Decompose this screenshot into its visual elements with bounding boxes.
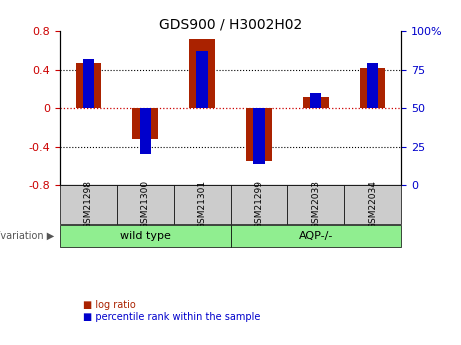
Bar	[303, 97, 329, 108]
Bar	[246, 108, 272, 161]
FancyBboxPatch shape	[60, 185, 117, 224]
Text: GSM21298: GSM21298	[84, 180, 93, 229]
FancyBboxPatch shape	[230, 185, 287, 224]
FancyBboxPatch shape	[174, 185, 230, 224]
Text: GSM21300: GSM21300	[141, 180, 150, 229]
Bar	[310, 93, 321, 108]
Text: wild type: wild type	[120, 231, 171, 241]
Bar	[140, 108, 151, 155]
Bar	[253, 108, 265, 164]
Bar	[76, 63, 101, 108]
Bar	[367, 63, 378, 108]
FancyBboxPatch shape	[230, 225, 401, 247]
Text: GSM21301: GSM21301	[198, 180, 207, 229]
Text: genotype/variation ▶: genotype/variation ▶	[0, 231, 54, 241]
FancyBboxPatch shape	[344, 185, 401, 224]
Text: GDS900 / H3002H02: GDS900 / H3002H02	[159, 17, 302, 31]
Bar	[189, 39, 215, 108]
Text: AQP-/-: AQP-/-	[299, 231, 333, 241]
FancyBboxPatch shape	[117, 185, 174, 224]
FancyBboxPatch shape	[287, 185, 344, 224]
Text: ■ log ratio: ■ log ratio	[83, 300, 136, 310]
Text: GSM22034: GSM22034	[368, 180, 377, 229]
Bar	[132, 108, 158, 139]
Text: GSM21299: GSM21299	[254, 180, 263, 229]
Bar	[360, 68, 385, 108]
Text: ■ percentile rank within the sample: ■ percentile rank within the sample	[83, 313, 260, 322]
Text: GSM22033: GSM22033	[311, 180, 320, 229]
FancyBboxPatch shape	[60, 225, 230, 247]
Bar	[196, 51, 208, 108]
Bar	[83, 59, 94, 108]
